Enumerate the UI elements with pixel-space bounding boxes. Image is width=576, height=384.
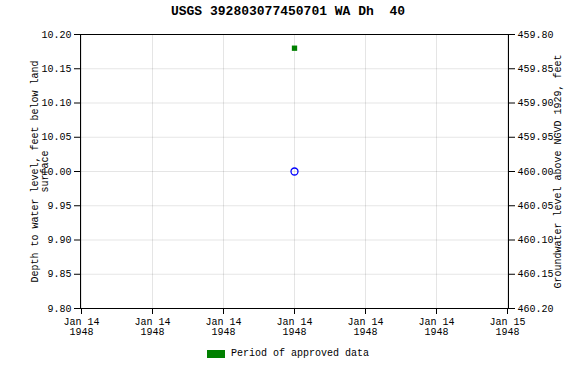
svg-text:10.20: 10.20 bbox=[41, 30, 71, 41]
svg-text:459.85: 459.85 bbox=[518, 64, 554, 75]
svg-text:459.90: 459.90 bbox=[518, 98, 554, 109]
html-text:USGS 392803077450701 WA Dh 40: USGS 392803077450701 WA Dh 40 bbox=[171, 4, 405, 19]
svg-text:460.20: 460.20 bbox=[518, 304, 554, 315]
html-text:Period of approved data: Period of approved data bbox=[231, 348, 369, 359]
svg-text:10.15: 10.15 bbox=[41, 64, 71, 75]
svg-text:460.15: 460.15 bbox=[518, 269, 554, 280]
svg-text:Jan 141948: Jan 141948 bbox=[134, 317, 170, 338]
svg-text:460.10: 460.10 bbox=[518, 235, 554, 246]
svg-text:Jan 151948: Jan 151948 bbox=[489, 317, 525, 338]
svg-text:10.10: 10.10 bbox=[41, 98, 71, 109]
svg-text:Groundwater level above NGVD 1: Groundwater level above NGVD 1929, feet bbox=[553, 54, 564, 288]
svg-text:Jan 141948: Jan 141948 bbox=[418, 317, 454, 338]
svg-text:Jan 141948: Jan 141948 bbox=[205, 317, 241, 338]
svg-text:9.80: 9.80 bbox=[47, 304, 71, 315]
svg-text:459.95: 459.95 bbox=[518, 132, 554, 143]
svg-text:460.05: 460.05 bbox=[518, 201, 554, 212]
svg-text:460.00: 460.00 bbox=[518, 167, 554, 178]
svg-text:Jan 141948: Jan 141948 bbox=[63, 317, 99, 338]
svg-text:459.80: 459.80 bbox=[518, 30, 554, 41]
svg-text:Depth to water level, feet bel: Depth to water level, feet below landsur… bbox=[30, 60, 51, 282]
svg-text:Jan 141948: Jan 141948 bbox=[276, 317, 312, 338]
svg-text:9.95: 9.95 bbox=[47, 201, 71, 212]
svg-text:10.05: 10.05 bbox=[41, 132, 71, 143]
svg-text:9.85: 9.85 bbox=[47, 269, 71, 280]
svg-text:10.00: 10.00 bbox=[41, 166, 72, 178]
svg-text:Jan 141948: Jan 141948 bbox=[347, 317, 383, 338]
svg-text:9.90: 9.90 bbox=[47, 235, 71, 246]
